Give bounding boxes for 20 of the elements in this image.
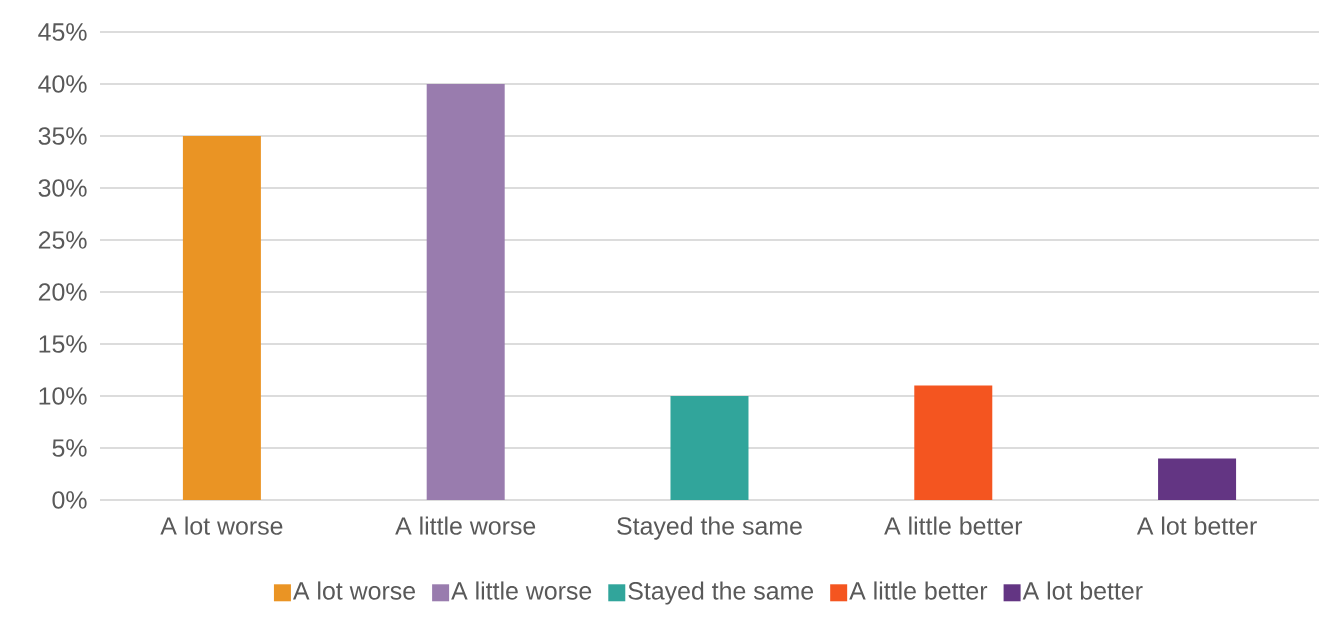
y-tick-label: 35% [38, 127, 87, 145]
y-tick-label: 10% [39, 387, 87, 405]
y-tick-label: 15% [39, 335, 87, 353]
x-tick-label: A lot better [1136, 516, 1257, 535]
x-tick-label: A little worse [395, 516, 536, 535]
y-tick-label: 45% [38, 23, 87, 41]
legend-label: A lot worse [292, 581, 415, 600]
legend-label: A little worse [451, 581, 592, 600]
legend-label: Stayed the same [628, 581, 814, 605]
legend-label: A lot better [1022, 581, 1143, 600]
y-tick-label: 5% [52, 439, 87, 457]
x-tick-label: A little better [884, 516, 1023, 535]
y-tick-label: 40% [38, 75, 87, 93]
x-tick-label: A lot worse [160, 516, 283, 535]
y-tick-label: 20% [38, 283, 87, 301]
y-tick-label: 30% [38, 179, 87, 197]
legend-label: A little better [849, 581, 988, 600]
x-tick-label: Stayed the same [617, 516, 802, 540]
y-tick-label: 25% [38, 231, 87, 249]
y-tick-label: 0% [52, 491, 87, 509]
